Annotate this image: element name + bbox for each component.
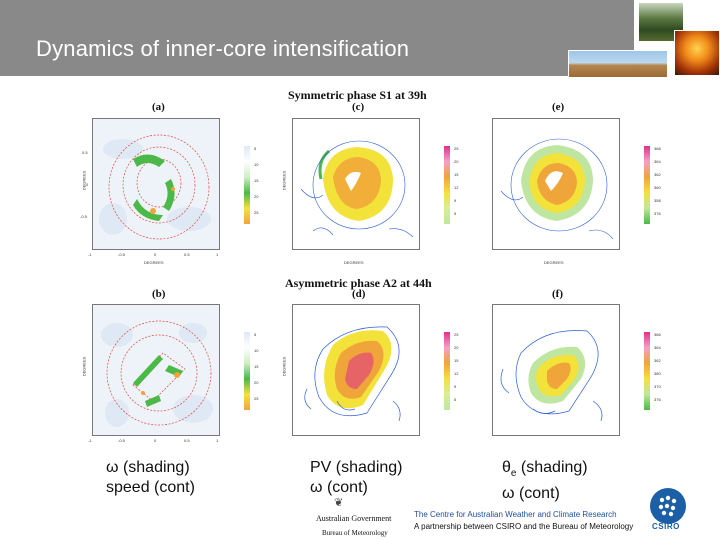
bushfire-photo xyxy=(674,30,720,76)
panel-a-xtick: 0 xyxy=(154,252,157,257)
caption-middle-line2: ω (cont) xyxy=(310,479,368,496)
panel-e-cbar-label: 376 xyxy=(654,211,661,216)
symmetric-phase-title: Symmetric phase S1 at 39h xyxy=(288,88,427,102)
panel-d-cbar-label: 15 xyxy=(454,358,459,363)
theta-symbol: θ xyxy=(502,459,511,476)
panel-a-xtick: 1 xyxy=(216,252,219,257)
panel-d-cbar-label: 20 xyxy=(454,345,459,350)
panel-f-colorbar xyxy=(644,332,650,410)
panel-f-plot xyxy=(492,304,620,436)
panel-b-cbar-label: 25 xyxy=(254,396,259,401)
panel-c-plot xyxy=(292,118,420,250)
panel-a-xtick: 0.5 xyxy=(184,252,190,257)
panel-a-cbar-label: 15 xyxy=(254,178,259,183)
coat-of-arms-icon: ❦ xyxy=(334,497,344,509)
panel-b-cbar-label: 10 xyxy=(254,348,259,353)
panel-a-ytick: -0.5 xyxy=(80,214,87,219)
gov-line1: Australian Government xyxy=(316,514,392,523)
panel-tag-b: (b) xyxy=(152,288,166,300)
panel-b-cbar-label: 5 xyxy=(254,332,257,337)
panel-a-cbar-label: 25 xyxy=(254,210,259,215)
asymmetric-phase-title: Asymmetric phase A2 at 44h xyxy=(285,276,432,290)
panel-tag-e: (e) xyxy=(552,101,565,113)
panel-f-cbar-label: 380 xyxy=(654,371,661,376)
panel-a-xlabel: DEGREES xyxy=(144,260,164,265)
panel-d-cbar-label: 25 xyxy=(454,332,459,337)
panel-c-xlabel: DEGREES xyxy=(344,260,364,265)
panel-b-plot xyxy=(92,304,220,436)
caption-middle: PV (shading) ω (cont) xyxy=(310,458,403,498)
panel-a-cbar-label: 5 xyxy=(254,146,257,151)
caption-left-line2: speed (cont) xyxy=(106,479,195,496)
panel-c-cbar-label: 9 xyxy=(454,198,457,203)
panel-a-ylabel: DEGREES xyxy=(81,170,87,191)
panel-b-xtick: -1 xyxy=(88,438,92,443)
panel-f-cbar-label: 366 xyxy=(654,332,661,337)
panel-c-cbar-label: 5 xyxy=(454,211,457,216)
panel-e-cbar-label: 362 xyxy=(654,172,661,177)
panel-a-ytick: 0.5 xyxy=(82,150,88,155)
panel-a-colorbar xyxy=(244,146,250,224)
panel-tag-f: (f) xyxy=(552,288,563,300)
panel-e-cbar-label: 364 xyxy=(654,159,661,164)
panel-d-cbar-label: 12 xyxy=(454,371,459,376)
caption-right-shading: (shading) xyxy=(516,459,588,476)
csiro-logo-icon xyxy=(650,488,686,524)
panel-f-cbar-label: 376 xyxy=(654,397,661,402)
gov-line2: Bureau of Meteorology xyxy=(322,529,388,537)
panel-b-xtick: 0.5 xyxy=(184,438,190,443)
panel-d-cbar-label: 5 xyxy=(454,397,457,402)
panel-a-xtick: -0.5 xyxy=(118,252,125,257)
panel-b-xtick: -0.5 xyxy=(118,438,125,443)
caption-right-line2: ω (cont) xyxy=(502,485,560,503)
panel-b-ylabel: DEGREES xyxy=(81,356,87,377)
caption-left: ω (shading) speed (cont) xyxy=(106,458,195,498)
panel-d-colorbar xyxy=(444,332,450,410)
panel-a-plot xyxy=(92,118,220,250)
panel-a-cbar-label: 10 xyxy=(254,162,259,167)
panel-tag-d: (d) xyxy=(352,288,366,300)
panel-e-cbar-label: 368 xyxy=(654,146,661,151)
panel-tag-c: (c) xyxy=(352,101,365,113)
panel-c-cbar-label: 12 xyxy=(454,185,459,190)
panel-e-xlabel: DEGREES xyxy=(544,260,564,265)
panel-c-ylabel: DEGREES xyxy=(281,170,287,191)
forest-photo xyxy=(638,2,684,42)
panel-e-plot xyxy=(492,118,620,250)
panel-d-ylabel: DEGREES xyxy=(281,356,287,377)
panel-a-xtick: -1 xyxy=(88,252,92,257)
panel-tag-a: (a) xyxy=(152,101,165,113)
theta-subscript: e xyxy=(510,468,517,480)
cawcr-text: The Centre for Australian Weather and Cl… xyxy=(414,510,617,519)
panel-a-cbar-label: 20 xyxy=(254,194,259,199)
panel-f-cbar-label: 370 xyxy=(654,384,661,389)
outback-photo xyxy=(568,50,668,78)
panel-c-cbar-label: 20 xyxy=(454,159,459,164)
panel-b-colorbar xyxy=(244,332,250,410)
panel-e-cbar-label: 358 xyxy=(654,198,661,203)
caption-right-line1: θe (shading) xyxy=(502,458,588,484)
panel-b-xtick: 0 xyxy=(154,438,157,443)
panel-c-colorbar xyxy=(444,146,450,224)
panel-e-cbar-label: 360 xyxy=(654,185,661,190)
partnership-text: A partnership between CSIRO and the Bure… xyxy=(414,522,634,531)
panel-f-cbar-label: 364 xyxy=(654,345,661,350)
csiro-wordmark: CSIRO xyxy=(652,522,680,531)
panel-e-colorbar xyxy=(644,146,650,224)
panel-d-cbar-label: 9 xyxy=(454,384,457,389)
panel-f-cbar-label: 362 xyxy=(654,358,661,363)
panel-a-ytick: 0 xyxy=(86,182,89,187)
caption-right: θe (shading) ω (cont) xyxy=(502,458,588,504)
panel-c-cbar-label: 15 xyxy=(454,172,459,177)
panel-c-cbar-label: 25 xyxy=(454,146,459,151)
slide-header: Dynamics of inner-core intensification xyxy=(0,0,720,78)
panel-b-cbar-label: 20 xyxy=(254,380,259,385)
caption-middle-line1: PV (shading) xyxy=(310,459,403,476)
panel-b-xtick: 1 xyxy=(216,438,219,443)
panel-b-cbar-label: 15 xyxy=(254,364,259,369)
panel-d-plot xyxy=(292,304,420,436)
slide-title: Dynamics of inner-core intensification xyxy=(36,36,410,61)
caption-left-line1: ω (shading) xyxy=(106,459,190,476)
title-band: Dynamics of inner-core intensification xyxy=(0,0,634,76)
